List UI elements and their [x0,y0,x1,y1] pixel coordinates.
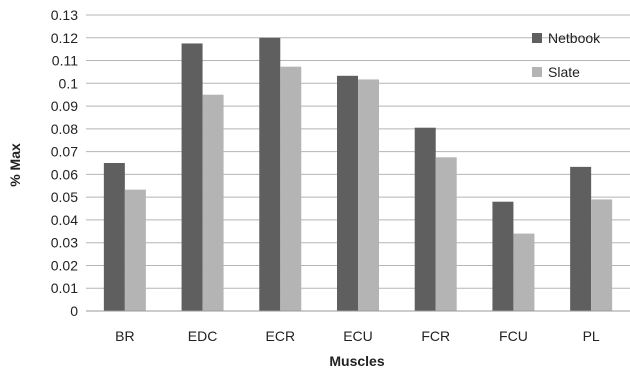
y-tick-label: 0.13 [51,7,78,23]
bar-netbook-fcr [414,127,436,311]
y-tick-label: 0.08 [51,121,78,137]
x-tick-labels: BR EDC ECR ECU FCR FCU PL [115,328,600,344]
x-tick-label: EDC [188,328,218,344]
y-axis-title: % Max [7,143,23,187]
bar-netbook-fcu [492,201,514,311]
y-tick-label: 0.1 [59,75,79,91]
legend-swatch-netbook [532,33,542,43]
legend-label-slate: Slate [548,64,580,80]
bar-netbook-ecr [259,37,281,312]
y-tick-label: 0.12 [51,30,78,46]
x-axis-title: Muscles [329,353,384,369]
y-tick-label: 0.06 [51,166,78,182]
bar-slate-br [124,189,146,311]
bar-slate-fcr [435,157,457,311]
bar-netbook-pl [570,166,592,311]
x-tick-label: BR [115,328,134,344]
x-tick-label: FCU [499,328,528,344]
bar-slate-fcu [513,233,535,311]
y-tick-label: 0.11 [52,53,78,69]
y-tick-label: 0.07 [51,144,78,160]
x-tick-label: ECR [266,328,296,344]
y-tick-label: 0.05 [51,189,78,205]
y-tick-label: 0.02 [51,257,78,273]
bar-slate-pl [591,199,613,311]
y-tick-label: 0.01 [51,280,78,296]
y-tick-label: 0 [70,303,78,319]
x-tick-label: FCR [421,328,450,344]
legend: Netbook Slate [532,30,601,80]
x-tick-label: PL [583,328,600,344]
bar-slate-ecu [358,79,379,311]
y-tick-labels: 0 0.01 0.02 0.03 0.04 0.05 0.06 0.07 0.08 0.09 0.1… [51,7,78,319]
bar-netbook-edc [181,43,203,311]
x-tick-label: ECU [343,328,373,344]
legend-label-netbook: Netbook [548,30,601,46]
bar-netbook-br [103,163,125,311]
bar-slate-edc [202,94,224,311]
y-tick-label: 0.09 [51,98,78,114]
legend-swatch-slate [532,67,542,77]
bars [103,37,613,312]
y-tick-label: 0.04 [51,212,78,228]
bar-slate-ecr [280,66,302,311]
y-tick-label: 0.03 [51,235,78,251]
bar-netbook-ecu [337,75,358,311]
